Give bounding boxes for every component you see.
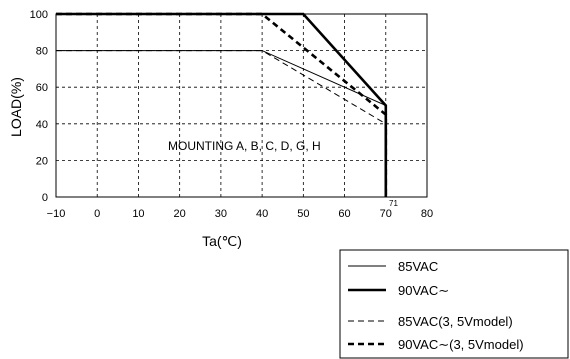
x-tick-label: 30 bbox=[215, 208, 227, 220]
x-tick-label: 10 bbox=[132, 208, 144, 220]
y-tick-label: 20 bbox=[36, 155, 48, 167]
y-tick-label: 100 bbox=[30, 9, 48, 21]
legend-label-4: 90VAC∼(3, 5Vmodel) bbox=[398, 337, 524, 352]
plot-frame bbox=[55, 13, 428, 198]
legend-box bbox=[339, 249, 569, 359]
x-tick-label: 0 bbox=[94, 208, 100, 220]
plot-border bbox=[55, 13, 428, 198]
x-tick-label: 50 bbox=[297, 208, 309, 220]
x-tick-label: 70 bbox=[380, 208, 392, 220]
series-line-4 bbox=[56, 12, 388, 197]
mounting-annotation: MOUNTING A, B, C, D, G, H bbox=[168, 139, 321, 153]
extra-tick-label-71: 71 bbox=[389, 199, 398, 208]
x-tick-label: 60 bbox=[338, 208, 350, 220]
x-axis-label: Ta(℃) bbox=[202, 233, 242, 249]
legend-label-2: 90VAC∼ bbox=[398, 283, 449, 298]
legend-label-1: 85VAC bbox=[398, 259, 438, 274]
y-tick-labels: 0 20 40 60 80 100 bbox=[30, 9, 48, 204]
y-tick-label: 80 bbox=[36, 46, 48, 58]
x-tick-label: 80 bbox=[421, 208, 433, 220]
series-line-3 bbox=[56, 50, 387, 197]
y-tick-label: 60 bbox=[36, 82, 48, 94]
legend-label-3: 85VAC(3, 5Vmodel) bbox=[398, 314, 513, 329]
y-tick-label: 40 bbox=[36, 119, 48, 131]
x-tick-label: −10 bbox=[47, 208, 66, 220]
x-tick-label: 40 bbox=[256, 208, 268, 220]
x-tick-label: 20 bbox=[174, 208, 186, 220]
y-tick-label: 0 bbox=[42, 192, 48, 204]
y-axis-label: LOAD(%) bbox=[8, 77, 24, 137]
legend: 85VAC 90VAC∼ 85VAC(3, 5Vmodel) 90VAC∼(3, 5V… bbox=[339, 249, 569, 359]
x-tick-labels: −10 0 10 20 30 40 50 60 70 80 bbox=[47, 208, 433, 220]
series-lines bbox=[56, 12, 388, 197]
grid bbox=[56, 14, 427, 197]
